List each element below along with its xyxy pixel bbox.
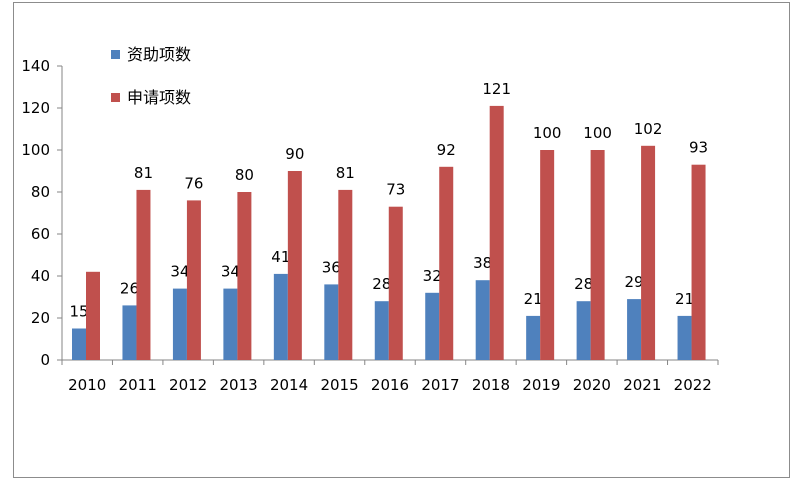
data-label: 80 [235,166,254,184]
bar-series-1 [425,292,440,360]
bar-series-2 [186,200,201,360]
legend-label: 申请项数 [127,88,191,107]
x-tick-label: 2020 [573,376,611,394]
data-label: 92 [437,141,456,159]
bar-series-2 [641,145,656,360]
data-label: 21 [675,290,694,308]
bar-series-2 [540,150,555,360]
y-tick-label: 40 [31,267,50,285]
data-label: 121 [482,80,511,98]
data-label: 28 [372,275,391,293]
bar-series-2 [691,164,706,360]
data-label: 73 [386,181,405,199]
data-label: 76 [184,174,203,192]
bar-series-1 [122,305,137,360]
data-label: 90 [285,145,304,163]
bar-series-1 [677,315,692,360]
y-tick-label: 140 [21,57,50,75]
x-tick-label: 2017 [421,376,459,394]
bar-series-2 [590,150,605,360]
x-tick-label: 2016 [371,376,409,394]
bar-series-1 [223,288,238,360]
x-tick-label: 2022 [674,376,712,394]
data-label: 34 [221,263,240,281]
x-tick-label: 2014 [270,376,308,394]
y-tick-label: 0 [40,351,50,369]
y-tick-label: 120 [21,99,50,117]
x-tick-label: 2011 [119,376,157,394]
y-tick-label: 20 [31,309,50,327]
x-tick-label: 2013 [220,376,258,394]
bar-series-1 [576,301,591,360]
bar-series-1 [172,288,187,360]
data-label: 34 [170,263,189,281]
bar-series-2 [388,206,403,360]
data-label: 29 [625,273,644,291]
data-label: 36 [322,258,341,276]
bar-series-2 [338,189,353,360]
data-label: 15 [69,303,88,321]
bar-series-1 [374,301,389,360]
data-label: 32 [423,267,442,285]
x-tick-label: 2021 [623,376,661,394]
bar-series-2 [86,271,100,360]
x-tick-label: 2012 [169,376,207,394]
bar-series-2 [287,171,302,360]
data-label: 81 [336,164,355,182]
data-label: 100 [533,124,562,142]
bar-series-1 [475,280,490,360]
bar-series-1 [526,315,541,360]
data-label: 81 [134,164,153,182]
bar-series-2 [136,189,151,360]
data-label: 100 [583,124,612,142]
bar-series-2 [439,166,454,360]
x-tick-label: 2018 [472,376,510,394]
y-tick-label: 60 [31,225,50,243]
bar-series-1 [627,299,642,360]
data-label: 21 [524,290,543,308]
bar-series-2 [237,192,252,360]
x-tick-label: 2019 [522,376,560,394]
x-tick-label: 2015 [320,376,358,394]
legend-label: 资助项数 [127,45,191,64]
data-label: 93 [689,139,708,157]
bar-series-2 [489,105,504,361]
data-label: 38 [473,254,492,272]
y-tick-label: 100 [21,141,50,159]
bar-series-1 [72,328,86,360]
bar-series-1 [324,284,339,360]
x-tick-label: 2010 [68,376,106,394]
legend-swatch [111,93,120,102]
y-tick-label: 80 [31,183,50,201]
data-label: 28 [574,275,593,293]
bar-series-1 [273,273,288,360]
data-label: 26 [120,279,139,297]
data-label: 41 [271,248,290,266]
legend-swatch [111,50,120,59]
data-label: 102 [634,120,663,138]
